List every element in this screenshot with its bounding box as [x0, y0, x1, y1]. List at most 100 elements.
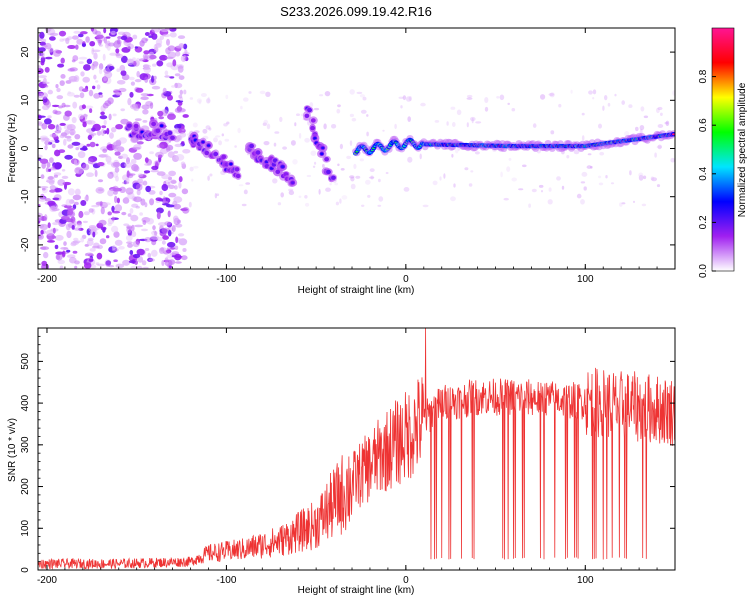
- heatmap-cell: [88, 208, 94, 213]
- heatmap-cell: [266, 123, 271, 130]
- heatmap-cell: [73, 30, 81, 34]
- heatmap-cell: [368, 176, 375, 179]
- heatmap-cell: [657, 124, 664, 128]
- heatmap-cell: [538, 184, 544, 188]
- heatmap-cell: [349, 89, 355, 95]
- heatmap-cell: [115, 53, 124, 59]
- heatmap-cell: [47, 222, 51, 229]
- heatmap-cell: [656, 107, 660, 114]
- heatmap-cell: [408, 96, 412, 101]
- heatmap-cell: [151, 121, 157, 127]
- heatmap-cell: [204, 150, 210, 156]
- heatmap-cell: [116, 80, 126, 85]
- heatmap-cell: [72, 194, 82, 201]
- heatmap-cell: [174, 253, 182, 261]
- heatmap-cell: [262, 122, 267, 126]
- heatmap-cell: [361, 204, 365, 207]
- heatmap-cell: [167, 151, 175, 158]
- heatmap-cell: [331, 175, 336, 180]
- heatmap-cell: [113, 91, 120, 95]
- heatmap-cell: [665, 120, 670, 127]
- heatmap-cell: [366, 131, 369, 137]
- heatmap-cell: [109, 132, 114, 139]
- heatmap-cell: [650, 176, 655, 181]
- heatmap-cell: [629, 170, 632, 176]
- heatmap-cell: [188, 201, 192, 208]
- heatmap-cell: [128, 260, 136, 264]
- heatmap-cell: [142, 109, 149, 115]
- heatmap-cell: [176, 135, 183, 141]
- heatmap-cell: [654, 152, 657, 158]
- heatmap-cell: [142, 266, 149, 269]
- heatmap-cell: [359, 158, 364, 162]
- heatmap-cell: [181, 141, 185, 144]
- heatmap-cell: [366, 114, 369, 117]
- heatmap-cell: [41, 44, 48, 48]
- snr-x-axis: -200 -100 0 100: [37, 328, 676, 586]
- snr-y-tick-label: 100: [20, 519, 31, 536]
- heatmap-cell: [66, 137, 72, 142]
- heatmap-cell: [156, 144, 165, 149]
- heatmap-cell: [46, 175, 55, 183]
- heatmap-cell: [90, 28, 95, 32]
- heatmap-cell: [151, 28, 160, 33]
- heatmap-cell: [74, 265, 78, 269]
- heatmap-cell: [382, 129, 385, 132]
- heatmap-cell: [310, 150, 317, 156]
- heatmap-cell: [541, 190, 543, 193]
- heatmap-cell: [265, 160, 269, 164]
- heatmap-cell: [484, 106, 489, 112]
- heatmap-cell: [66, 124, 76, 131]
- spectrogram-y-tick-label: 10: [20, 94, 31, 106]
- heatmap-cell: [166, 62, 174, 68]
- heatmap-cell: [243, 189, 248, 195]
- heatmap-cell: [134, 79, 142, 83]
- heatmap-cell: [47, 89, 53, 95]
- heatmap-cell: [101, 125, 107, 129]
- heatmap-cell: [506, 166, 511, 172]
- heatmap-cell: [129, 208, 134, 214]
- heatmap-cell: [664, 121, 669, 125]
- heatmap-cell: [41, 162, 46, 169]
- heatmap-cell: [66, 230, 72, 239]
- heatmap-cell: [171, 85, 176, 88]
- heatmap-cell: [356, 91, 363, 95]
- heatmap-cell: [49, 36, 56, 41]
- heatmap-cell: [142, 120, 148, 123]
- heatmap-cell: [127, 213, 132, 217]
- heatmap-cell: [63, 205, 73, 209]
- heatmap-cell: [72, 250, 78, 254]
- heatmap-cell: [74, 166, 83, 175]
- heatmap-cell: [126, 43, 134, 50]
- heatmap-cell: [72, 35, 79, 40]
- heatmap-cell: [115, 48, 120, 54]
- heatmap-cell: [153, 75, 157, 80]
- heatmap-cell: [322, 164, 325, 168]
- heatmap-cell: [224, 138, 230, 142]
- heatmap-cell: [443, 173, 446, 179]
- heatmap-cell: [153, 44, 158, 51]
- heatmap-cell: [202, 128, 208, 134]
- heatmap-cell: [165, 204, 175, 208]
- heatmap-cell: [588, 90, 593, 95]
- heatmap-cell: [67, 45, 76, 49]
- heatmap-cell: [337, 163, 340, 167]
- heatmap-cell: [452, 122, 456, 127]
- heatmap-cell: [155, 197, 163, 201]
- heatmap-cell: [657, 144, 662, 150]
- heatmap-cell: [183, 89, 187, 95]
- heatmap-cell: [49, 189, 56, 193]
- heatmap-cell: [64, 110, 72, 117]
- heatmap-cell: [156, 211, 161, 220]
- heatmap-cell: [107, 97, 114, 105]
- heatmap-cell: [62, 250, 66, 257]
- heatmap-cell: [39, 31, 45, 39]
- heatmap-cell: [97, 179, 104, 183]
- heatmap-cell: [241, 203, 247, 207]
- heatmap-cell: [605, 175, 608, 179]
- heatmap-cell: [182, 54, 187, 62]
- heatmap-cell: [82, 145, 88, 151]
- heatmap-cell: [359, 94, 365, 98]
- heatmap-cell: [496, 96, 500, 99]
